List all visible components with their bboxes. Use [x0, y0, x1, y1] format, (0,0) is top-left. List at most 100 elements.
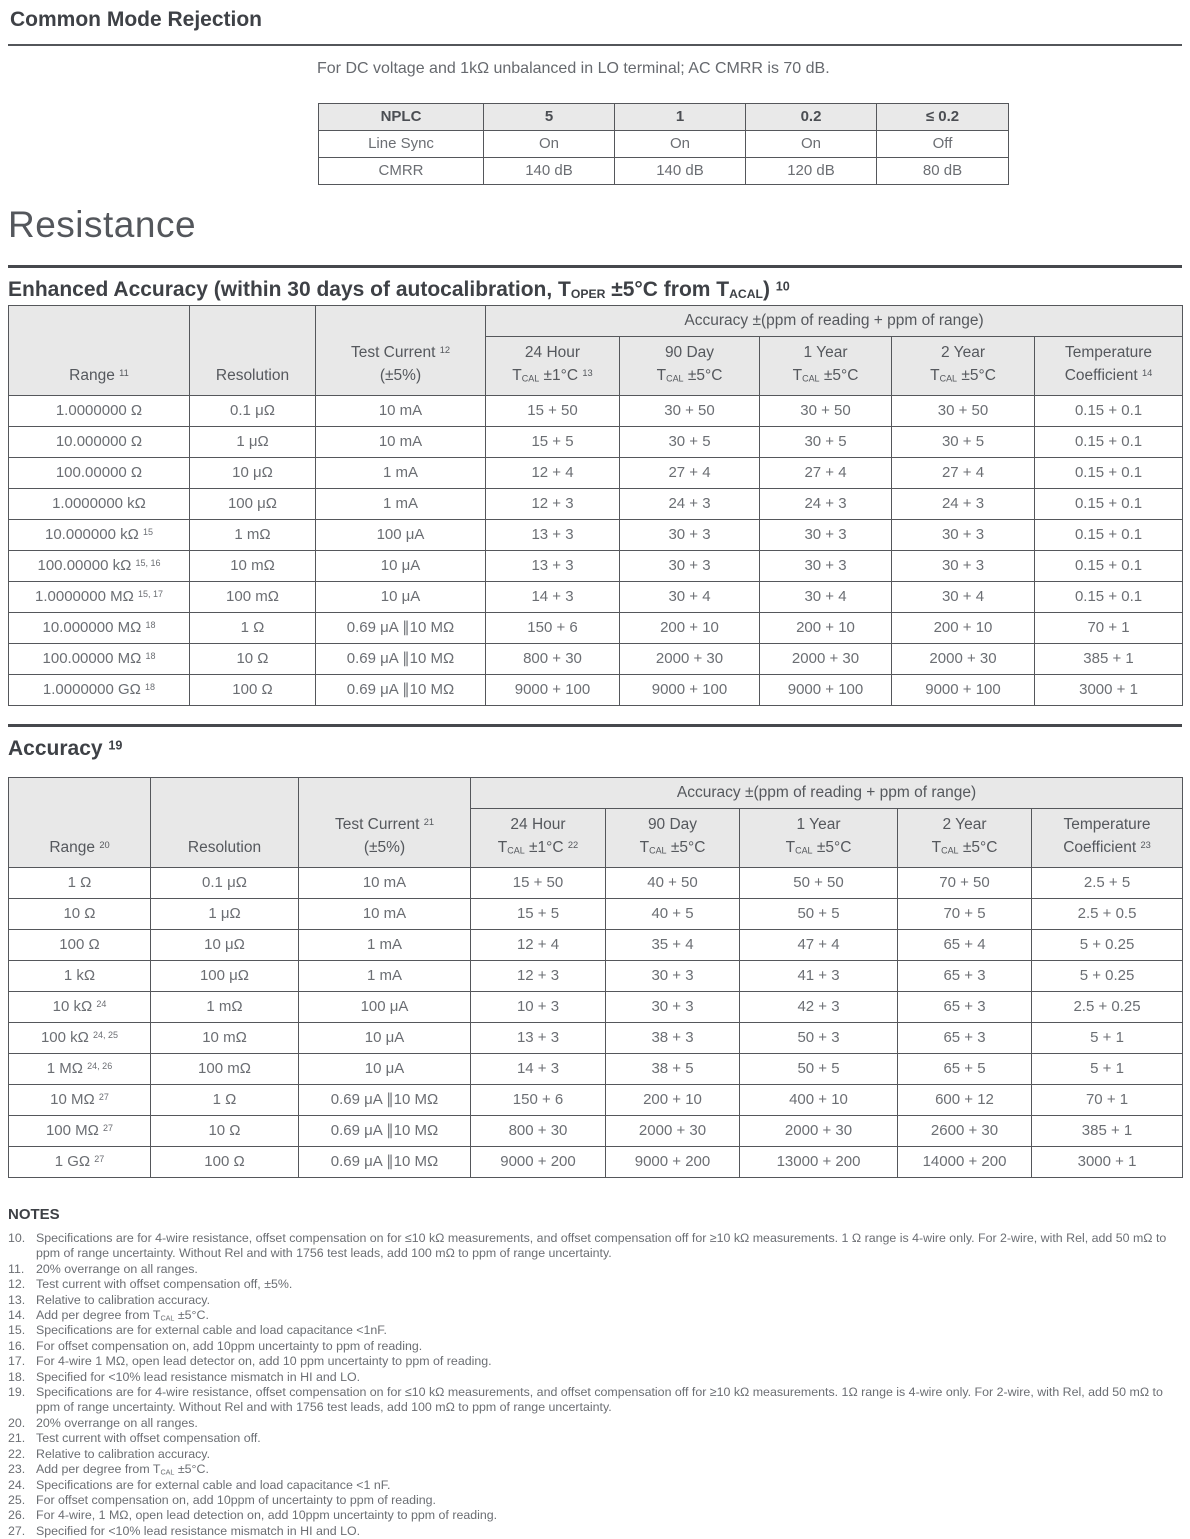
table-cell: 50 + 50	[739, 867, 898, 899]
table-cell: 100 mΩ	[150, 1053, 299, 1085]
note-number: 18.	[8, 1369, 26, 1384]
table-cell: 5 + 1	[1030, 1022, 1184, 1054]
note-item: 14. Add per degree from TCAL ±5°C.	[8, 1308, 1182, 1323]
column-header: Temperature Coefficient 23	[1030, 808, 1184, 868]
table-cell: 1 μΩ	[150, 898, 299, 930]
divider-rule	[8, 724, 1182, 727]
column-header: Resolution	[189, 305, 316, 396]
table-cell: 70 + 50	[897, 867, 1032, 899]
note-text: Test current with offset compensation of…	[36, 1277, 293, 1292]
table-cell: 1 mA	[315, 457, 486, 489]
table-cell: 30 + 4	[759, 581, 892, 613]
header-line: Resolution	[215, 367, 290, 384]
table-cell: 1 GΩ 27	[8, 1146, 151, 1178]
table-cell: 5 + 0.25	[1030, 960, 1184, 992]
table-cell: 24 + 3	[619, 488, 760, 520]
table-cell: 10 mΩ	[150, 1022, 299, 1054]
table-cell: 1.0000000 kΩ	[8, 488, 190, 520]
table-cell: 30 + 3	[619, 519, 760, 551]
table-cell: 9000 + 100	[759, 674, 892, 706]
header-line: TCAL ±5°C	[792, 367, 859, 384]
note-item: 16. For offset compensation on, add 10ppm…	[8, 1339, 1182, 1354]
table-cell: 1 mA	[315, 488, 486, 520]
note-number: 12.	[8, 1277, 26, 1292]
note-text: Specifications are for 4-wire resistance…	[36, 1231, 1167, 1261]
column-header: 5	[483, 103, 615, 131]
table-cell: 600 + 12	[897, 1084, 1032, 1116]
table-cell: 14 + 3	[470, 1053, 606, 1085]
table-cell: CMRR	[318, 157, 484, 185]
table-row: 100 MΩ 27 10 Ω 0.69 μA ∥10 MΩ 800 + 30 2000 …	[8, 1115, 1184, 1147]
table-row: CMRR 140 dB 140 dB 120 dB 80 dB	[318, 157, 1009, 185]
accuracy-group-header: Accuracy ±(ppm of reading + ppm of range…	[484, 305, 1184, 337]
table-cell: 0.69 μA ∥10 MΩ	[298, 1115, 471, 1147]
note-number: 24.	[8, 1477, 26, 1492]
table-cell: 80 dB	[876, 157, 1009, 185]
table-cell: 0.1 μΩ	[189, 395, 316, 427]
table-cell: 0.69 μA ∥10 MΩ	[298, 1146, 471, 1178]
note-number: 16.	[8, 1338, 26, 1353]
table-cell: 100 mΩ	[189, 581, 316, 613]
table-cell: 200 + 10	[759, 612, 892, 644]
table-cell: 38 + 3	[605, 1022, 740, 1054]
header-line: Coefficient 23	[1063, 839, 1151, 856]
table-row: 100 kΩ 24, 25 10 mΩ 10 μA 13 + 3 38 + 3 50 + …	[8, 1022, 1184, 1054]
table-cell: 400 + 10	[739, 1084, 898, 1116]
table-row: 100.00000 kΩ 15, 16 10 mΩ 10 μA 13 + 3 30 + …	[8, 550, 1184, 582]
table-cell: 30 + 3	[891, 550, 1035, 582]
table-cell: 2.5 + 0.25	[1030, 991, 1184, 1023]
table-cell: 140 dB	[614, 157, 746, 185]
table-cell: 0.69 μA ∥10 MΩ	[315, 674, 486, 706]
table-cell: 2.5 + 5	[1030, 867, 1184, 899]
note-text: Add per degree from TCAL ±5°C.	[36, 1308, 209, 1323]
table-cell: 30 + 5	[759, 426, 892, 458]
table-cell: 27 + 4	[619, 457, 760, 489]
table-cell: 10 mA	[315, 395, 486, 427]
table-cell: 100 Ω	[150, 1146, 299, 1178]
table-cell: Line Sync	[318, 130, 484, 158]
header-line: TCAL ±5°C	[931, 839, 998, 856]
table-cell: 1 Ω	[8, 867, 151, 899]
table-row: 10 MΩ 27 1 Ω 0.69 μA ∥10 MΩ 150 + 6 200 + 10…	[8, 1084, 1184, 1116]
table-cell: 5 + 1	[1030, 1053, 1184, 1085]
table-cell: 30 + 4	[891, 581, 1035, 613]
table-cell: 9000 + 100	[485, 674, 620, 706]
table-cell: 40 + 5	[605, 898, 740, 930]
table-cell: 10.000000 kΩ 15	[8, 519, 190, 551]
section-title-common-mode-rejection: Common Mode Rejection	[10, 8, 263, 31]
column-header: 90 Day TCAL ±5°C	[605, 808, 740, 868]
column-header: 2 Year TCAL ±5°C	[891, 336, 1035, 396]
table-cell: 14 + 3	[485, 581, 620, 613]
notes-list: 10. Specifications are for 4-wire resista…	[8, 1231, 1182, 1539]
table-cell: 14000 + 200	[897, 1146, 1032, 1178]
table-row: 10.000000 kΩ 15 1 mΩ 100 μA 13 + 3 30 + 3 30 …	[8, 519, 1184, 551]
header-line: Range 11	[69, 367, 129, 384]
table-cell: Off	[876, 130, 1009, 158]
table-cell: 10 mA	[315, 426, 486, 458]
table-cell: 10 μΩ	[150, 929, 299, 961]
table-cell: 70 + 1	[1030, 1084, 1184, 1116]
table-cell: 100.00000 MΩ 18	[8, 643, 190, 675]
table-cell: 10 mA	[298, 898, 471, 930]
column-header: Range 20	[8, 777, 151, 868]
table-cell: 0.15 + 0.1	[1033, 550, 1184, 582]
table-row: 1.0000000 kΩ 100 μΩ 1 mA 12 + 3 24 + 3 24 + 3…	[8, 488, 1184, 520]
table-cell: 100 μΩ	[189, 488, 316, 520]
column-header: Range 11	[8, 305, 190, 396]
table-cell: 1 mA	[298, 929, 471, 961]
table-cell: 150 + 6	[485, 612, 620, 644]
table-cell: 30 + 5	[619, 426, 760, 458]
table-cell: 9000 + 100	[891, 674, 1035, 706]
header-line: Coefficient 14	[1064, 367, 1153, 384]
table-cell: 800 + 30	[470, 1115, 606, 1147]
table-cell: 10 MΩ 27	[8, 1084, 151, 1116]
divider-rule	[8, 265, 1182, 268]
table-cell: 1 mA	[298, 960, 471, 992]
column-header: Resolution	[150, 777, 299, 868]
note-text: For 4-wire, 1 MΩ, open lead detection on…	[36, 1508, 498, 1523]
note-item: 18. Specified for <10% lead resistance mi…	[8, 1370, 1182, 1385]
table-cell: 41 + 3	[739, 960, 898, 992]
table-cell: 1 Ω	[150, 1084, 299, 1116]
